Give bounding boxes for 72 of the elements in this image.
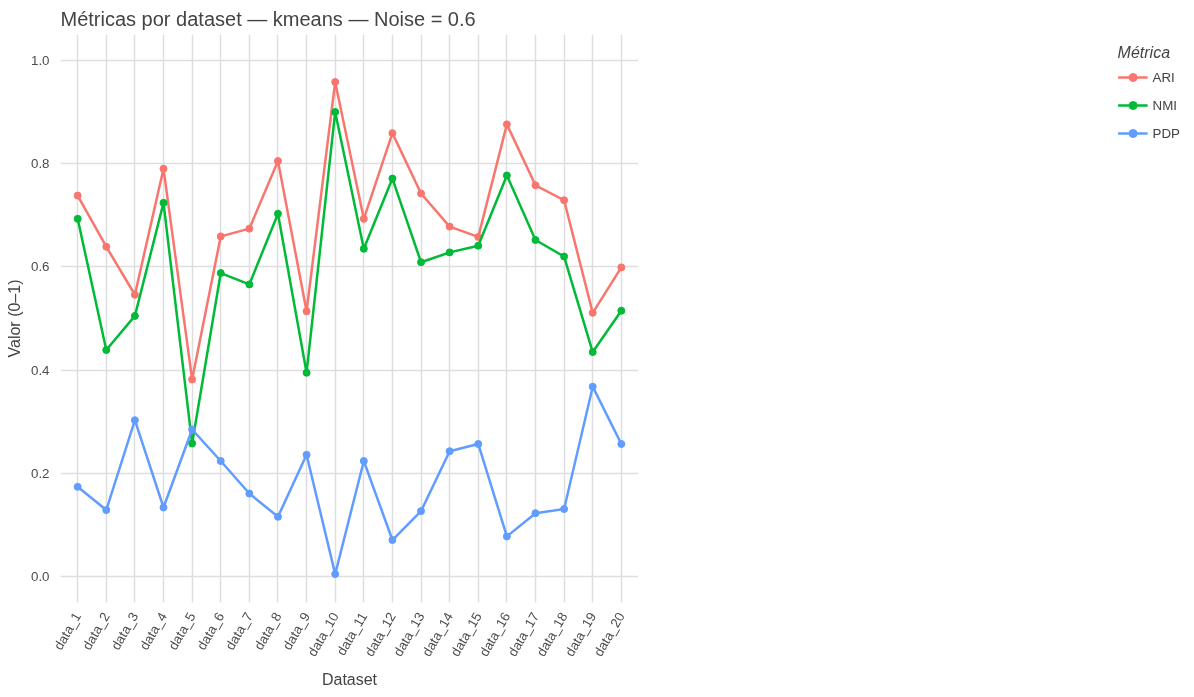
point [302,307,311,316]
point [73,214,82,223]
point [474,439,483,448]
point [560,505,569,514]
point [531,181,540,190]
point [130,311,139,320]
point [159,198,168,207]
y-tick-label: 0.6 [30,259,50,275]
y-tick-label: 0.4 [30,362,51,378]
point [302,450,311,459]
point [359,457,368,466]
y-tick-label: 0.2 [30,465,50,481]
point [216,232,225,241]
point [331,107,340,116]
point [216,269,225,278]
point [273,157,282,165]
point [617,439,626,448]
point [159,503,168,512]
point [617,263,626,272]
point [502,532,511,541]
point [302,368,311,377]
point [216,457,225,466]
point [130,290,139,299]
point [502,120,511,129]
point [359,244,368,253]
point [417,189,426,198]
point [245,224,254,233]
point [588,308,597,317]
point [388,174,397,183]
point [531,509,540,518]
point [502,171,511,180]
point [359,214,368,223]
point [102,506,111,515]
y-tick-label: 0.8 [30,156,50,172]
y-axis-title: Valor (0–1) [5,279,23,358]
point [188,439,197,448]
point [474,241,483,250]
point [159,164,168,173]
point [388,129,397,138]
point [245,489,254,498]
y-tick-label: 0.0 [30,569,50,585]
point [188,375,197,384]
x-axis-title: Dataset [321,670,378,688]
point [588,382,597,391]
point [102,242,111,251]
point [188,425,197,434]
point [617,306,626,315]
point [331,78,340,86]
point [331,570,340,579]
point [73,482,82,491]
y-tick-label: 1.0 [30,52,50,68]
point [560,252,569,261]
legend-label: ARI [1152,69,1175,85]
chart-title: Métricas por dataset — kmeans — Noise = 0.6 [60,7,476,30]
point [588,348,597,357]
legend-label: PDP [1152,125,1180,141]
point [245,280,254,289]
point [73,191,82,200]
legend-title: Métrica [1117,44,1172,62]
point [273,209,282,218]
point [445,222,454,231]
point [417,258,426,267]
legend-label: NMI [1152,97,1178,113]
point [445,248,454,257]
point [102,346,111,354]
point [130,416,139,425]
point [560,196,569,205]
point [417,507,426,516]
point [388,536,397,545]
point [273,512,282,521]
point [445,447,454,456]
point [531,236,540,245]
